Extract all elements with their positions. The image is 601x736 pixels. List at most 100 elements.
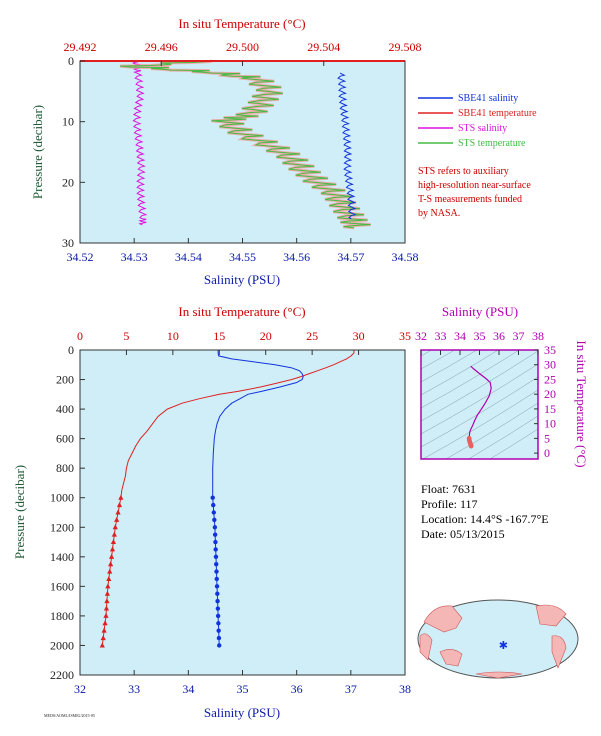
y-tick-label: 1400: [50, 550, 74, 564]
isopycnal-line: [422, 389, 538, 459]
y-tick-label: 0: [544, 446, 550, 460]
temperature-marker: [105, 583, 111, 589]
tick-layer: 34.52 34.53 34.54 34.55 34.56 34.57 34.58 29.49…: [62, 40, 422, 264]
salinity-marker: [212, 525, 218, 530]
temperature-marker: [115, 509, 121, 515]
isopycnal-line: [421, 350, 478, 383]
y-tick-label: 0: [68, 343, 74, 357]
y-tick-label: 2000: [50, 638, 74, 652]
top-tick-label: 29.504: [307, 40, 340, 54]
top-tick-label: 29.496: [145, 40, 178, 54]
x-tick-label: 34.55: [229, 250, 256, 264]
temperature-marker: [102, 620, 108, 626]
date: Date: 05/13/2015: [421, 527, 505, 541]
legend: SBE41 salinity SBE41 temperature STS sal…: [418, 93, 537, 219]
y-axis-title: Pressure (decibar): [30, 105, 45, 199]
salinity-marker: [216, 628, 221, 633]
isopycnal-line: [421, 350, 520, 409]
top-tick-label: 10: [167, 329, 179, 343]
top-axis-title: Salinity (PSU): [442, 304, 518, 319]
salinity-marker: [214, 576, 219, 582]
temperature-marker: [108, 561, 114, 567]
ts-deep-point: [468, 443, 474, 449]
profile-number: Profile: 117: [421, 497, 478, 511]
world-map: ✱: [417, 599, 579, 679]
x-tick-label: 34.58: [392, 250, 419, 264]
x-tick-label: 32: [74, 682, 86, 696]
x-tick-label: 34.53: [121, 250, 148, 264]
y-tick-label: 1200: [50, 520, 74, 534]
y-tick-label: 20: [544, 387, 556, 401]
continent-north-america: [535, 604, 567, 627]
y-tick-label: 30: [544, 358, 556, 372]
temperature-marker: [104, 598, 110, 604]
series-line: [337, 72, 357, 220]
y-axis-title: Pressure (decibar): [12, 465, 27, 559]
salinity-marker: [213, 547, 218, 552]
y-tick-label: 15: [544, 402, 556, 416]
top-tick-label: 32: [415, 329, 427, 343]
full-profile-chart: 32 33 34 35 36 37 38 0 5 10 15 20 25 30 35 0 200 400 600 80…: [12, 304, 411, 720]
isopycnal-line: [421, 350, 499, 396]
salinity-marker: [212, 517, 217, 523]
top-axis-title: In situ Temperature (°C): [178, 304, 305, 319]
top-tick-label: 38: [532, 329, 544, 343]
temperature-marker: [118, 494, 124, 500]
top-tick-label: 36: [493, 329, 505, 343]
footer-code: MEDS/AOML/ISMIG/2015-05: [44, 713, 95, 718]
x-tick-label: 34.57: [337, 250, 364, 264]
temperature-marker: [114, 516, 120, 522]
x-tick-label: 36: [291, 682, 303, 696]
temperature-marker: [106, 575, 112, 581]
continent-africa: [419, 633, 433, 661]
float-location-marker: ✱: [499, 640, 508, 652]
y-tick-label: 25: [544, 372, 556, 386]
temperature-marker: [112, 524, 118, 530]
top-tick-label: 37: [513, 329, 525, 343]
temperature-marker: [100, 635, 106, 641]
temperature-marker: [103, 612, 109, 618]
x-tick-label: 37: [345, 682, 357, 696]
tick-layer: 32 33 34 35 36 37 38 0 5 10 15 20 25 30 35 0 200 400 600 80…: [50, 329, 411, 696]
salinity-marker: [217, 643, 222, 648]
x-tick-label: 34: [182, 682, 194, 696]
salinity-marker: [210, 495, 215, 500]
near-surface-chart: 34.52 34.53 34.54 34.55 34.56 34.57 34.58 29.49…: [30, 16, 422, 287]
isopycnal-line: [421, 350, 538, 422]
y-tick-label: 30: [62, 236, 74, 250]
salinity-marker: [214, 569, 219, 574]
series-layer: [119, 59, 371, 230]
x-tick-label: 35: [237, 682, 249, 696]
legend-label: STS temperature: [458, 138, 526, 149]
float-id: Float: 7631: [421, 482, 476, 496]
series-line: [131, 60, 148, 226]
temperature-marker: [99, 642, 105, 648]
top-axis-title: In situ Temperature (°C): [178, 16, 305, 31]
isopycnal-line: [421, 350, 456, 370]
isopycnal-line: [421, 363, 538, 435]
continent-australia: [439, 649, 463, 667]
salinity-marker: [213, 539, 218, 545]
salinity-marker: [211, 510, 216, 515]
temperature-marker: [101, 627, 107, 633]
continent-asia: [423, 605, 463, 633]
salinity-marker: [212, 532, 218, 537]
series-layer: [99, 350, 355, 648]
salinity-marker: [215, 598, 220, 604]
top-tick-label: 25: [306, 329, 318, 343]
y-tick-label: 35: [544, 343, 556, 357]
note-text: high-resolution near-surface: [418, 180, 531, 191]
note-text: STS refers to auxiliary: [418, 166, 509, 177]
x-axis-title: Salinity (PSU): [204, 705, 280, 720]
temperature-marker: [104, 590, 110, 596]
isopycnal-line: [421, 350, 433, 357]
salinity-marker: [216, 621, 221, 626]
y-tick-label: 0: [68, 54, 74, 68]
temperature-marker: [103, 605, 110, 611]
temperature-marker: [110, 539, 117, 545]
location: Location: 14.4°S -167.7°E: [421, 512, 549, 526]
y-tick-label: 10: [62, 115, 74, 129]
float-info: Float: 7631 Profile: 117 Location: 14.4°…: [421, 482, 549, 541]
